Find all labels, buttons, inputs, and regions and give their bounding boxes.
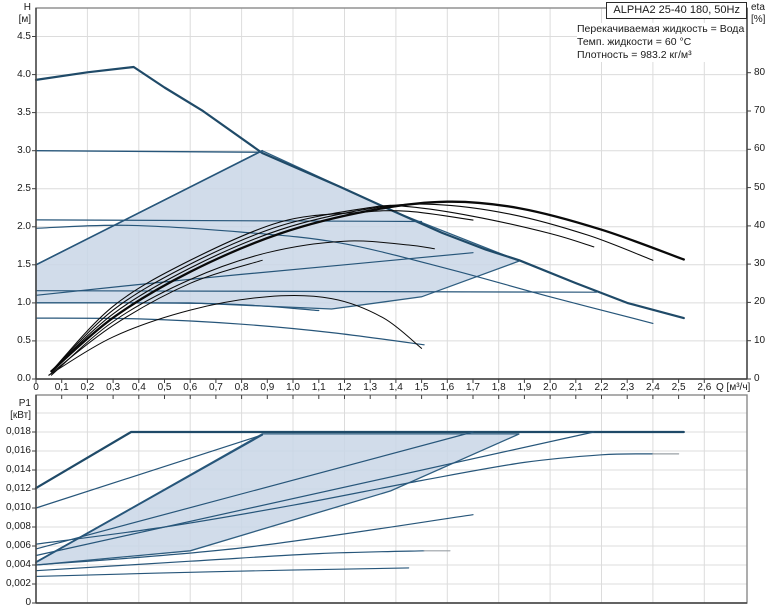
x-tick-label: 0,6 [183,382,198,393]
x-tick-label: 2,0 [543,382,558,393]
y-tick-label: 0,008 [5,521,31,533]
head-axis-label: H [23,2,31,13]
y2-tick-label: 40 [754,219,766,231]
y-tick-label: 0,014 [5,464,31,476]
fixed-speed-1-curve [35,317,425,346]
x-tick-label: 0,5 [157,382,172,393]
x-tick-label: 1,6 [440,382,455,393]
x-tick-label: 2,1 [568,382,583,393]
eta-curve-2 [50,203,654,372]
x-tick-label: 0,8 [234,382,249,393]
y2-tick-label: 80 [754,66,766,78]
x-tick-label: 2,3 [620,382,635,393]
x-tick-label: 0,3 [106,382,121,393]
x-tick-label: 1,3 [363,382,378,393]
info-line-liquid: Перекачиваемая жидкость = Вода [577,23,745,35]
liquid-info-block: Перекачиваемая жидкость = Вода Темп. жид… [577,23,747,62]
y-tick-label: 0.5 [17,334,31,346]
x-tick-label: 0 [33,382,39,393]
power-curve-pp2 [35,434,264,564]
cp-curve-1.15 [35,290,597,293]
y-tick-label: 0 [25,597,31,608]
flow-axis-label: Q [м³/ч] [716,382,751,393]
y-tick-label: 0,004 [5,559,31,570]
x-tick-label: 0,1 [54,382,69,393]
y2-tick-label: 70 [754,104,766,116]
y2-tick-label: 10 [754,334,766,346]
pump-title-box: ALPHA2 25-40 180, 50Hz [606,2,747,19]
x-tick-label: 2,4 [645,382,660,393]
y-tick-label: 0,016 [5,445,31,457]
power-curve-min [35,567,410,577]
y-tick-label: 0,018 [5,426,31,438]
x-tick-label: 1,0 [286,382,300,393]
y-tick-label: 0,012 [5,483,31,495]
power-curve-cp2.1 [35,431,474,550]
fixed-speed-2-curve [35,224,654,324]
eta-curve-max [50,200,685,373]
eta-curve-5 [50,240,435,376]
y-tick-label: 4.5 [17,30,31,42]
max-speed-curve [34,65,685,320]
pp1-control-line [35,252,474,296]
x-tick-label: 2,5 [671,382,686,393]
pump-title: ALPHA2 25-40 180, 50Hz [613,4,740,16]
eta-axis-label: eta [751,2,765,13]
x-tick-label: 2,6 [697,382,712,393]
info-line-temp: Темп. жидкости = 60 °C [577,36,692,48]
y2-tick-label: 30 [754,258,766,270]
head-flow-chart [32,7,751,383]
power-axis-unit: [кВт] [10,410,31,421]
pp2-control-line [35,149,263,266]
power-flow-chart [32,394,748,604]
y2-tick-label: 20 [754,296,766,308]
y-tick-label: 4.0 [17,68,31,80]
y2-tick-label: 50 [754,181,766,193]
y2-tick-label: 0 [754,373,760,384]
eta-axis-unit: [%] [751,14,766,25]
x-tick-label: 1,5 [414,382,429,393]
x-tick-label: 1,7 [466,382,480,393]
info-line-density: Плотность = 983.2 кг/м³ [577,49,692,61]
power-curve-speed1 [35,550,425,572]
eta-curve-speed1 [48,295,423,376]
y-tick-label: 2.0 [17,220,31,232]
power-axis-label: P1 [18,398,31,409]
x-tick-label: 1,2 [337,382,352,393]
x-tick-label: 1,9 [517,382,532,393]
y-tick-label: 0,002 [5,578,31,589]
y-tick-label: 0,006 [5,540,31,551]
x-tick-label: 0,4 [131,382,146,393]
power-curve-cp3.0 [35,434,263,509]
y-tick-label: 2.5 [17,182,31,194]
x-tick-label: 0,2 [80,382,95,393]
power-curve-cp1.15 [35,431,595,557]
eta-curve-3 [50,204,595,372]
y-tick-label: 3.0 [17,144,31,156]
head-axis-unit: [м] [18,14,31,25]
eta-curve-4 [50,210,474,372]
cp-curve-2.1 [35,219,423,223]
x-tick-label: 0,9 [260,382,275,393]
power-curve-pp1 [35,514,474,566]
y2-tick-label: 60 [754,143,766,155]
y-tick-label: 1.5 [17,258,31,270]
y-tick-label: 3.5 [17,106,31,118]
cp-curve-3.0 [35,150,263,153]
x-tick-label: 1,4 [388,382,403,393]
eta-curve-short [48,259,263,376]
x-tick-label: 1,1 [311,382,326,393]
y-tick-label: 0,010 [5,502,31,514]
y-tick-label: 1.0 [17,296,31,308]
y-tick-label: 0.0 [17,373,31,384]
cp-curve-1.0 [35,302,320,312]
x-tick-label: 1,8 [491,382,506,393]
x-tick-label: 0,7 [208,382,223,393]
power-curve-max [34,430,685,490]
x-tick-label: 2,2 [594,382,609,393]
